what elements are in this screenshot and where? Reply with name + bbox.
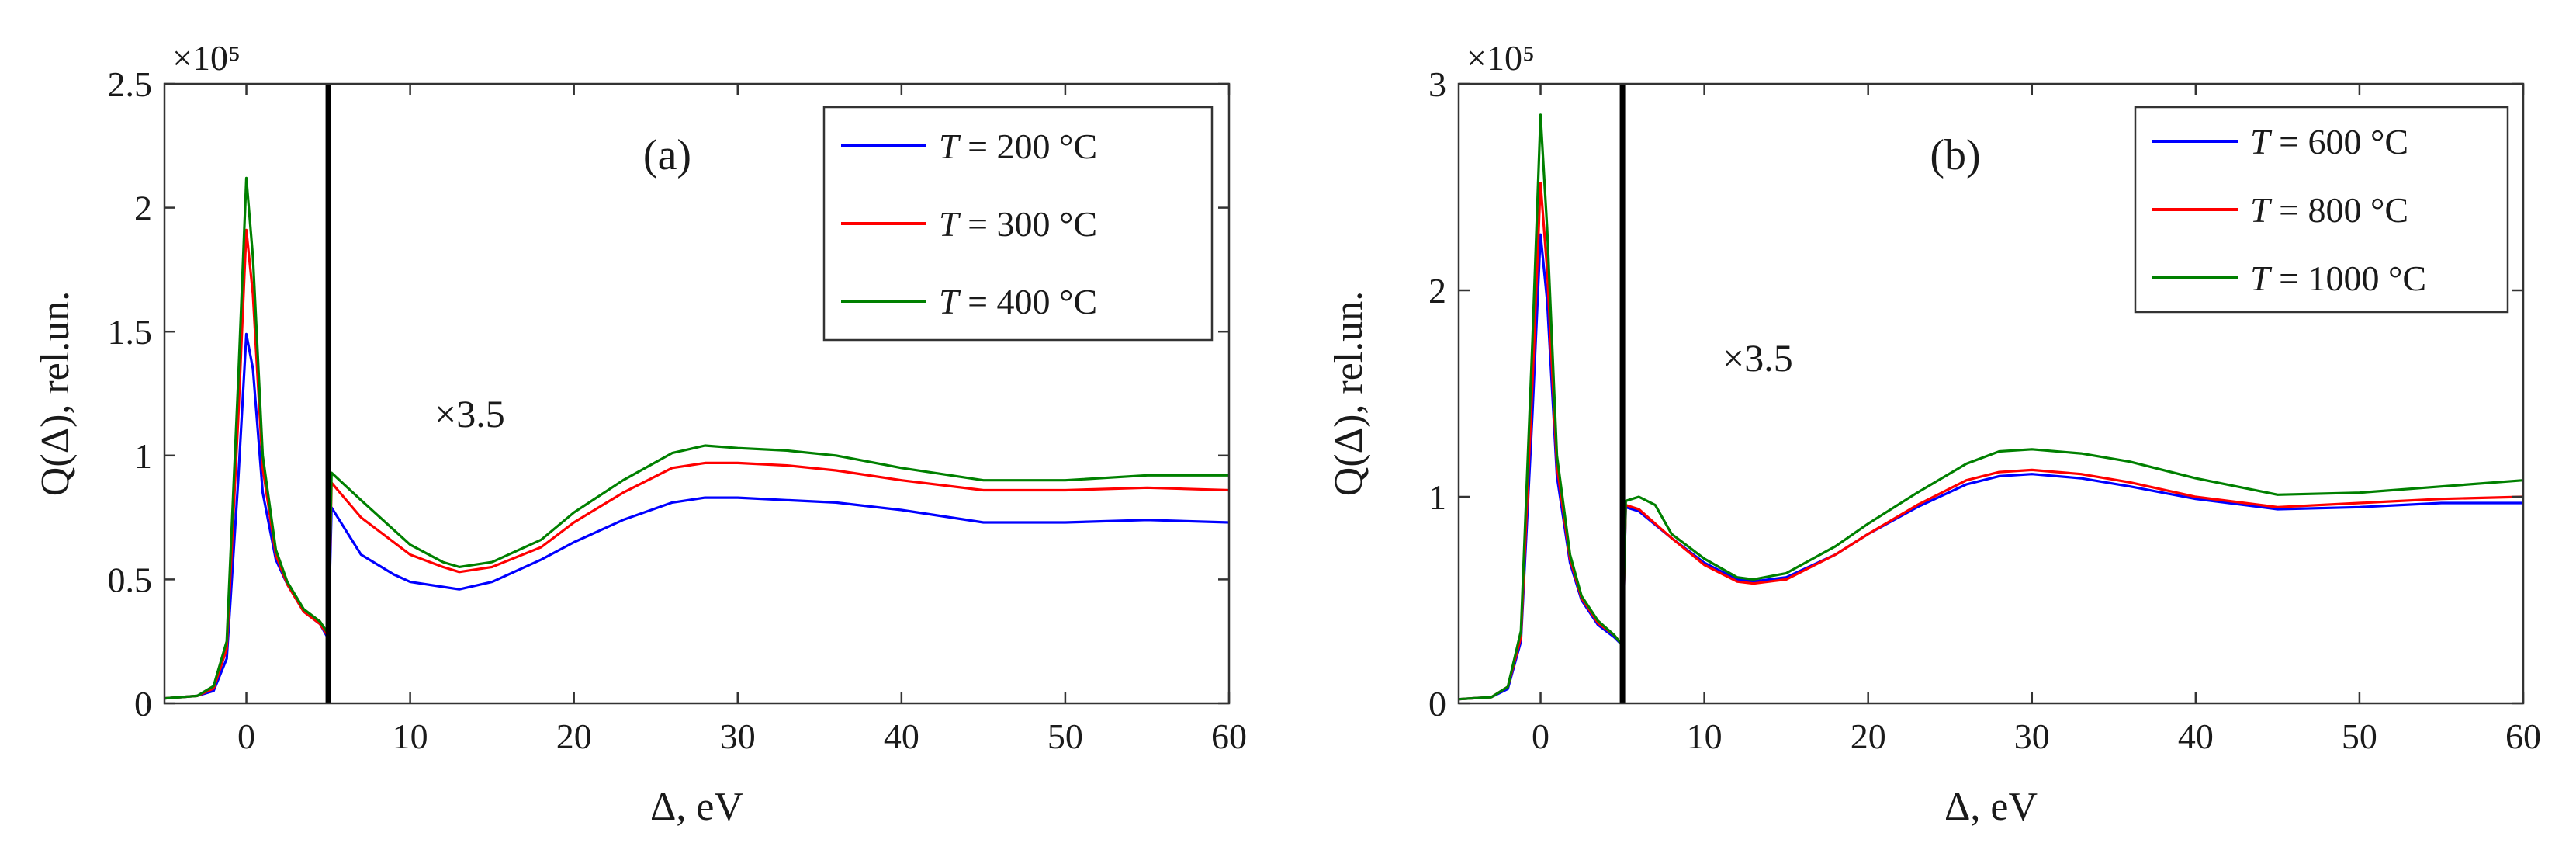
y-tick-label: 2.5 — [108, 64, 153, 104]
x-tick-label: 10 — [393, 716, 428, 756]
series-line-t-600-c — [1459, 233, 2523, 701]
legend-entry-label: T = 400 °C — [939, 282, 1097, 321]
plot-frame — [1457, 82, 2525, 705]
y-axis-label: Q(Δ), rel.un. — [1327, 291, 1371, 496]
panel-label: (a) — [643, 131, 691, 179]
x-tick-label: 30 — [2014, 716, 2050, 756]
legend-entry-label: T = 200 °C — [939, 127, 1097, 166]
legend-entry-label: T = 600 °C — [2250, 122, 2408, 161]
x-tick-label: 50 — [2342, 716, 2377, 756]
y-tick-label: 0 — [1428, 684, 1446, 723]
x-tick-label: 60 — [1211, 716, 1247, 756]
x-tick-label: 20 — [1851, 716, 1886, 756]
x-axis-label: Δ, eV — [650, 785, 743, 829]
series-line-t-300-c — [164, 228, 1229, 700]
y-tick-label: 1 — [1428, 477, 1446, 517]
legend: T = 200 °C T = 300 °C T = 400 °C — [822, 106, 1214, 342]
legend: T = 600 °C T = 800 °C T = 1000 °C — [2134, 106, 2509, 314]
legend-entry-label: T = 800 °C — [2250, 190, 2408, 230]
chart-panel-b: 0 10 20 30 40 50 60 0 1 2 3 ×10⁵ Δ, eV Q(Δ), rel.un. (… — [1327, 38, 2541, 829]
x-tick-label: 40 — [2178, 716, 2214, 756]
panel-label: (b) — [1930, 131, 1980, 179]
plot-frame — [163, 82, 1231, 705]
y-tick-label: 0 — [134, 684, 152, 723]
x-tick-label: 50 — [1047, 716, 1083, 756]
legend-entry-label: T = 300 °C — [939, 204, 1097, 244]
y-axis-label: Q(Δ), rel.un. — [33, 291, 78, 496]
y-tick-label: 2 — [1428, 271, 1446, 311]
multiplier-annotation: ×3.5 — [1723, 336, 1793, 380]
x-tick-label: 30 — [720, 716, 756, 756]
x-tick-label: 10 — [1687, 716, 1723, 756]
y-tick-label: 1.5 — [108, 312, 153, 352]
chart-panel-a: 0 10 20 30 40 50 60 0 0.5 1 1.5 2 2.5 ×10⁵ Δ, eV Q(Δ), … — [33, 38, 1247, 829]
y-tick-label: 2 — [134, 189, 152, 228]
x-tick-label: 0 — [237, 716, 255, 756]
x-axis-label: Δ, eV — [1944, 785, 2038, 829]
y-tick-label: 0.5 — [108, 560, 153, 599]
series-line-t-800-c — [1459, 182, 2523, 701]
y-tick-label: 3 — [1428, 64, 1446, 104]
series-line-t-200-c — [164, 332, 1229, 700]
legend-entry-label: T = 1000 °C — [2250, 258, 2426, 298]
y-exponent-label: ×10⁵ — [1466, 38, 1535, 78]
x-tick-label: 60 — [2505, 716, 2541, 756]
series-line-t-400-c — [164, 176, 1229, 700]
x-tick-label: 40 — [884, 716, 919, 756]
series-line-t-1000-c — [1459, 113, 2523, 701]
x-tick-label: 20 — [556, 716, 592, 756]
y-tick-label: 1 — [134, 436, 152, 476]
y-exponent-label: ×10⁵ — [172, 38, 241, 78]
multiplier-annotation: ×3.5 — [435, 392, 505, 435]
x-tick-label: 0 — [1532, 716, 1549, 756]
